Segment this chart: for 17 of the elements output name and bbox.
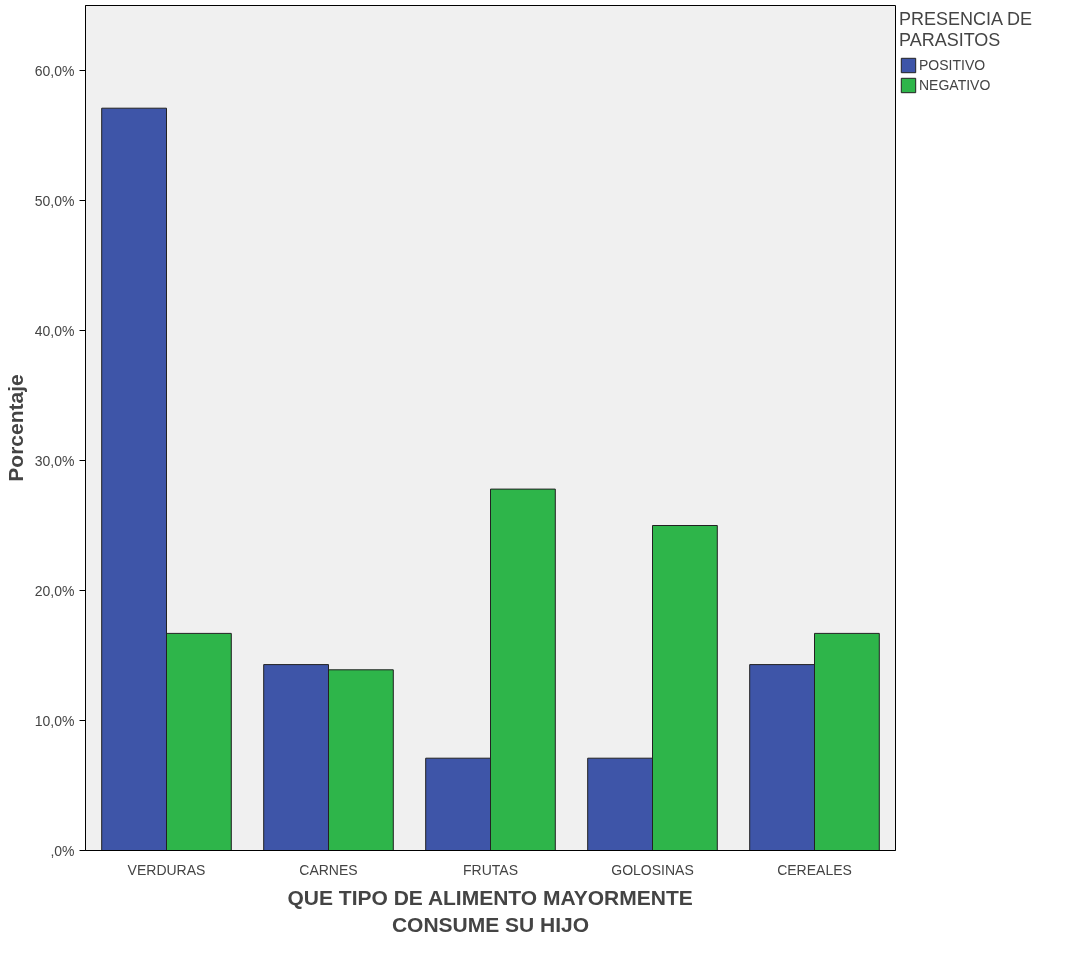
legend-title: PRESENCIA DE PARASITOS [899, 9, 1033, 51]
y-axis-title: Porcentaje [3, 374, 27, 482]
y-tick-label: 30,0% [34, 452, 75, 469]
y-tick-label: ,0% [50, 842, 75, 859]
y-tick-label: 40,0% [34, 322, 75, 339]
y-tick-label: 20,0% [34, 582, 75, 599]
legend-label: NEGATIVO [919, 77, 991, 93]
legend-label: POSITIVO [919, 57, 986, 73]
y-tick-label: 60,0% [34, 62, 75, 79]
x-tick-label: GOLOSINAS [611, 861, 694, 878]
y-tick-label: 10,0% [34, 712, 75, 729]
x-axis-title: QUE TIPO DE ALIMENTO MAYORMENTE CONSUME SU HIJO [287, 885, 693, 937]
x-tick-label: FRUTAS [463, 861, 518, 878]
x-tick-label: VERDURAS [127, 861, 206, 878]
y-tick-label: 50,0% [34, 192, 75, 209]
x-tick-label: CARNES [299, 861, 358, 878]
x-tick-label: CEREALES [777, 861, 852, 878]
